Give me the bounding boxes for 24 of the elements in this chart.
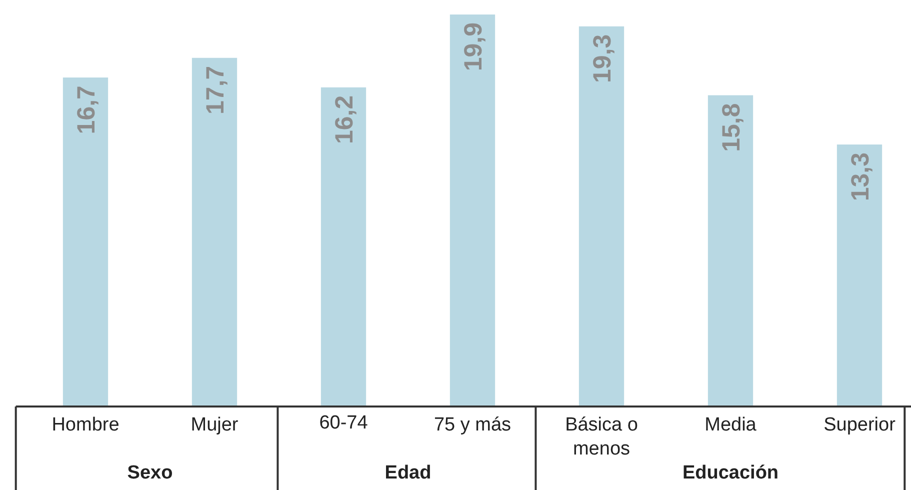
text: Educación — [682, 462, 779, 484]
bar — [192, 58, 238, 406]
data-label: 13,3 — [846, 152, 874, 202]
x-tick-label: 60-74 — [319, 412, 368, 434]
data-label: 16,2 — [330, 95, 358, 144]
x-tick-label: Mujer — [190, 414, 239, 436]
data-label: 15,8 — [718, 103, 746, 152]
x-tick-label: Media — [704, 414, 757, 436]
bar — [320, 87, 366, 406]
bar — [836, 144, 882, 406]
bar — [62, 78, 108, 406]
x-tick-label: 75 y más — [434, 414, 512, 436]
bar — [578, 26, 624, 406]
bar — [450, 14, 496, 406]
x-tick-label: Hombre — [52, 414, 120, 436]
text: Sexo — [127, 462, 173, 484]
data-label: 17,7 — [202, 66, 230, 114]
data-label: 16,7 — [72, 86, 100, 134]
data-label: 19,3 — [588, 34, 616, 83]
data-label: 19,9 — [460, 22, 488, 72]
x-tick-label: Superior — [824, 414, 896, 436]
x-tick-label: Básica o menos — [565, 414, 638, 460]
text: Edad — [384, 462, 432, 484]
bar — [708, 95, 754, 406]
